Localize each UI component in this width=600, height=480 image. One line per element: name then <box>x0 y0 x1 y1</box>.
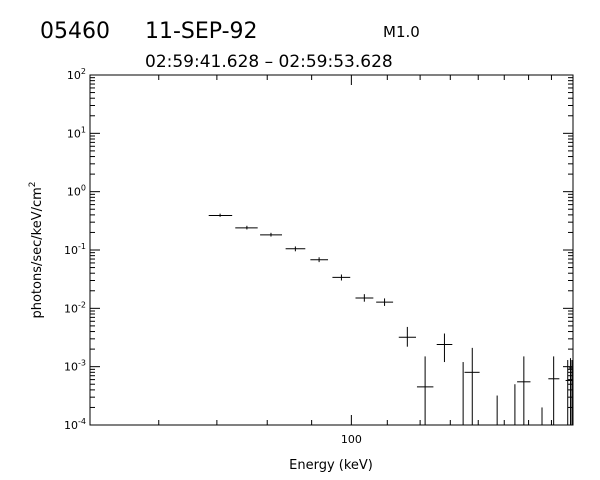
data-point <box>416 356 434 425</box>
event-date: 11-SEP-92 <box>145 19 258 44</box>
y-tick-label: 101 <box>67 125 86 140</box>
data-point <box>568 360 573 425</box>
time-range: 02:59:41.628 – 02:59:53.628 <box>145 52 393 72</box>
axis-tick-labels: 102 101 100 10-1 10-2 10-3 10-4 100 <box>64 67 362 446</box>
data-point <box>464 347 480 425</box>
data-point <box>235 225 258 230</box>
data-point <box>260 232 283 237</box>
data-point <box>332 274 351 281</box>
data-point <box>208 213 233 217</box>
y-tick-label: 102 <box>67 67 86 82</box>
x-axis-label: Energy (keV) <box>289 458 373 473</box>
data-points <box>208 213 573 425</box>
data-point <box>398 326 417 347</box>
data-point <box>517 356 531 425</box>
data-point <box>548 356 560 425</box>
axis-ticks <box>89 74 574 426</box>
y-tick-label: 10-4 <box>64 417 86 432</box>
y-tick-label: 10-1 <box>64 242 86 257</box>
x-tick-label: 100 <box>341 433 362 446</box>
data-point <box>376 298 394 306</box>
data-point <box>310 257 329 263</box>
event-id: 05460 <box>40 19 110 44</box>
data-point <box>285 246 306 252</box>
y-tick-label: 100 <box>67 184 86 199</box>
y-tick-label: 10-3 <box>64 359 86 374</box>
y-tick-label: 10-2 <box>64 300 86 315</box>
flare-class: M1.0 <box>383 23 420 41</box>
y-axis-label: photons/sec/keV/cm2 <box>28 181 45 318</box>
data-point <box>355 294 374 302</box>
plot-frame <box>89 74 574 426</box>
data-point <box>436 333 453 363</box>
